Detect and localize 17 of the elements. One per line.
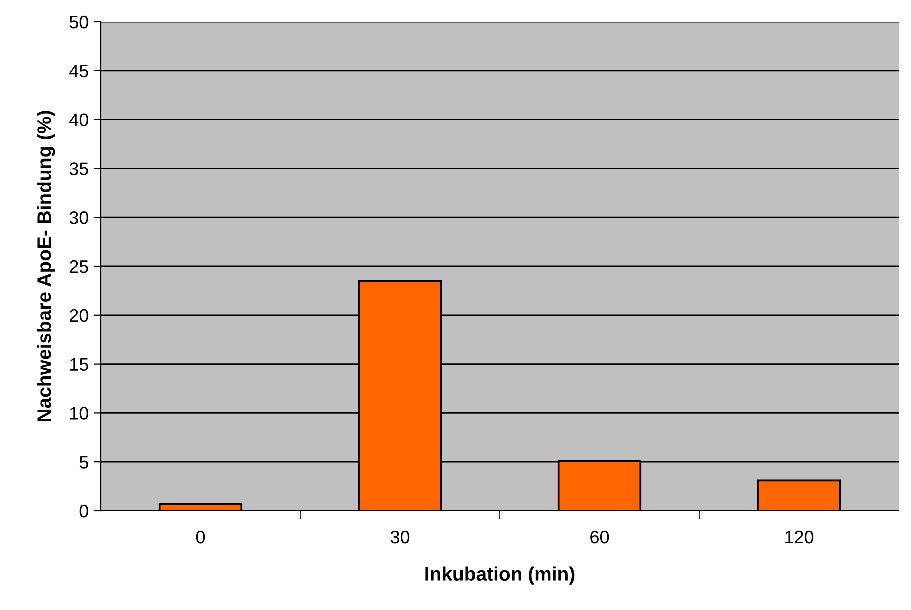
y-tick-label: 0 (80, 504, 88, 518)
y-tick-label: 5 (80, 456, 88, 469)
y-tick-label: 30 (70, 212, 88, 224)
y-tick-label: 45 (70, 65, 88, 78)
y-tick-label: 40 (70, 114, 88, 127)
y-tick-label: 20 (70, 309, 88, 322)
x-tick-label: 120 (786, 530, 814, 544)
y-tick-label: 15 (70, 358, 88, 372)
y-tick-label: 10 (70, 407, 88, 420)
x-tick-label: 30 (390, 530, 410, 544)
y-tick-label: 35 (70, 162, 88, 176)
y-tick-label: 25 (70, 260, 88, 274)
x-axis-title: Inkubation (min) (426, 566, 575, 585)
x-tick-label: 60 (590, 530, 610, 544)
y-tick-label: 50 (70, 16, 88, 29)
y-axis-title: Nachweisbare ApoE- Bindung (%) (37, 111, 56, 422)
x-tick-label: 0 (196, 530, 206, 544)
